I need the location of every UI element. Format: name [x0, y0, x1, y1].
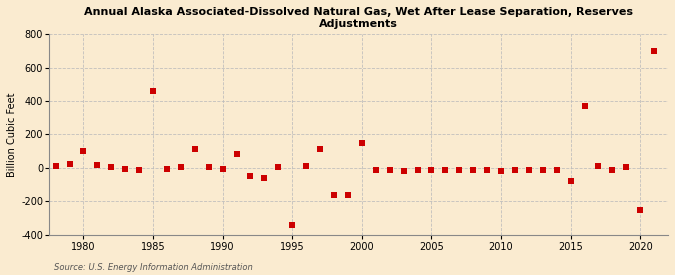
Point [524, 167, 535, 172]
Point [50, 164, 61, 168]
Point [579, 104, 590, 108]
Point [384, 167, 395, 172]
Point [176, 165, 186, 169]
Point [634, 207, 645, 212]
Point [161, 166, 172, 171]
Point [120, 166, 131, 171]
Point [607, 167, 618, 172]
Point [245, 174, 256, 178]
Point [92, 163, 103, 167]
Point [134, 167, 144, 172]
Point [468, 167, 479, 172]
Point [78, 149, 89, 153]
Point [287, 222, 298, 227]
Point [315, 147, 325, 152]
Title: Annual Alaska Associated-Dissolved Natural Gas, Wet After Lease Separation, Rese: Annual Alaska Associated-Dissolved Natur… [84, 7, 633, 29]
Point [329, 192, 340, 197]
Point [510, 167, 520, 172]
Point [551, 167, 562, 172]
Point [273, 165, 284, 169]
Point [537, 167, 548, 172]
Point [495, 169, 506, 173]
Point [203, 165, 214, 169]
Point [36, 165, 47, 169]
Point [356, 141, 367, 145]
Point [454, 167, 464, 172]
Point [593, 164, 604, 168]
Point [440, 167, 451, 172]
Point [190, 147, 200, 152]
Point [398, 169, 409, 173]
Point [301, 164, 312, 168]
Point [342, 192, 353, 197]
Point [217, 166, 228, 171]
Point [231, 152, 242, 157]
Y-axis label: Billion Cubic Feet: Billion Cubic Feet [7, 92, 17, 177]
Point [621, 165, 632, 169]
Text: Source: U.S. Energy Information Administration: Source: U.S. Energy Information Administ… [54, 263, 252, 272]
Point [106, 165, 117, 169]
Point [649, 49, 659, 53]
Point [371, 167, 381, 172]
Point [412, 167, 423, 172]
Point [482, 167, 493, 172]
Point [64, 162, 75, 167]
Point [148, 89, 159, 93]
Point [565, 179, 576, 183]
Point [259, 176, 270, 180]
Point [426, 167, 437, 172]
